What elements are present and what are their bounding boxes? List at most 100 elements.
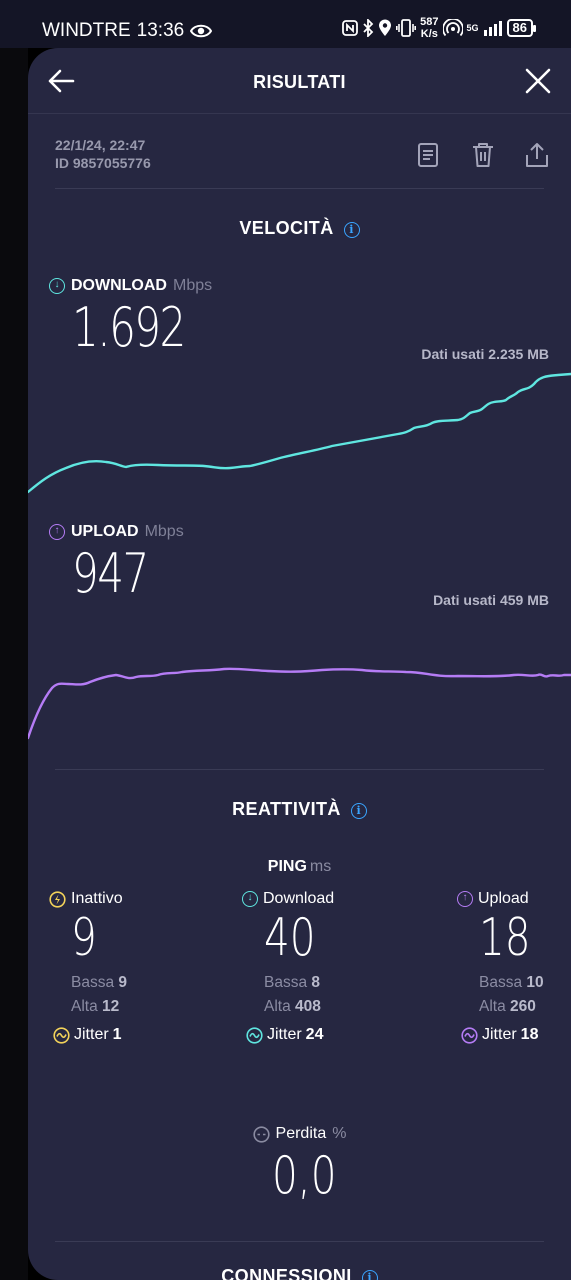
download-series-line (28, 372, 571, 494)
download-speed-value: 1.692 (72, 296, 186, 359)
upload-arrow-icon: ↑ (457, 891, 473, 907)
trash-icon (473, 143, 493, 167)
ping-download-value: 40 (264, 908, 316, 968)
responsiveness-section-title: REATTIVITÀ i (28, 799, 571, 820)
low-value: 8 (311, 974, 321, 991)
ping-idle-jitter: Jitter 1 (53, 1026, 127, 1044)
network-speed-unit: K/s (420, 28, 438, 40)
download-data-used: Dati usati 2.235 MB (421, 346, 549, 362)
location-icon (379, 19, 392, 36)
jitter-label: Jitter (482, 1026, 517, 1043)
jitter-icon (246, 1026, 263, 1044)
share-button[interactable] (524, 141, 550, 169)
ping-upload-header: ↑ Upload (457, 890, 545, 908)
ping-label-text: PING (267, 858, 307, 875)
network-speed: 587 K/s (420, 16, 438, 40)
test-id: ID 9857055776 (55, 155, 151, 171)
low-value: 9 (118, 974, 128, 991)
download-arrow-icon: ↓ (242, 891, 258, 907)
background-edge (0, 48, 28, 1280)
high-value: 408 (295, 998, 321, 1015)
ping-upload-high: Alta 260 (479, 998, 545, 1016)
ping-idle-label: Inattivo (71, 890, 123, 907)
divider (55, 1241, 544, 1242)
document-icon (418, 143, 438, 167)
high-value: 12 (102, 998, 120, 1015)
download-chart (28, 372, 571, 494)
ping-download-low: Bassa 8 (264, 974, 334, 992)
responsiveness-title-text: REATTIVITÀ (232, 799, 341, 819)
delete-button[interactable] (470, 141, 496, 169)
jitter-icon (461, 1026, 478, 1044)
upload-chart (28, 667, 571, 740)
speed-title-text: VELOCITÀ (239, 218, 334, 238)
download-label: ↓ DOWNLOAD Mbps (49, 277, 212, 295)
top-bar: RISULTATI (28, 48, 571, 114)
test-date: 22/1/24, 22:47 (55, 137, 146, 153)
packet-loss-label: Perdita (275, 1125, 327, 1142)
close-button[interactable] (525, 68, 551, 94)
speed-section-title: VELOCITÀ i (28, 218, 571, 239)
ping-unit: ms (309, 858, 332, 875)
ping-download-high: Alta 408 (264, 998, 334, 1016)
high-label: Alta (479, 998, 506, 1015)
download-arrow-icon: ↓ (49, 278, 65, 294)
page-title: RISULTATI (253, 72, 346, 92)
ping-download-jitter: Jitter 24 (246, 1026, 334, 1044)
upload-label: ↑ UPLOAD Mbps (49, 523, 184, 541)
arrow-left-icon (48, 69, 75, 93)
ping-idle-header: Inattivo (49, 890, 127, 908)
ping-idle-low: Bassa 9 (71, 974, 127, 992)
jitter-value: 24 (305, 1026, 324, 1043)
high-label: Alta (71, 998, 98, 1015)
packet-loss-icon (252, 1125, 270, 1143)
upload-speed-value: 947 (72, 542, 149, 605)
high-label: Alta (264, 998, 291, 1015)
info-icon[interactable]: i (350, 803, 367, 819)
upload-unit: Mbps (144, 523, 184, 540)
download-unit: Mbps (172, 277, 213, 294)
status-bar: WINDTRE 13:36 587 K/s 5G 86 (0, 0, 571, 48)
upload-data-used: Dati usati 459 MB (433, 592, 549, 608)
info-icon[interactable]: i (361, 1270, 378, 1280)
low-value: 10 (526, 974, 544, 991)
low-label: Bassa (71, 974, 115, 991)
report-button[interactable] (416, 141, 442, 169)
packet-loss-unit: % (332, 1125, 347, 1142)
carrier-name: WINDTRE (42, 20, 131, 41)
info-icon[interactable]: i (343, 222, 360, 238)
eye-icon (190, 24, 213, 38)
ping-upload-value: 18 (479, 908, 531, 968)
low-label: Bassa (479, 974, 523, 991)
ping-download-label: Download (263, 890, 335, 907)
nfc-icon (342, 20, 359, 36)
share-icon (526, 143, 548, 167)
connections-section-title: CONNESSIONI i (28, 1266, 571, 1280)
ping-idle-high: Alta 12 (71, 998, 127, 1016)
ping-upload-column: ↑ Upload 18 Bassa 10 Alta 260 Jitter 18 (457, 890, 545, 1044)
status-bar-left: WINDTRE 13:36 (42, 20, 213, 42)
vibrate-icon (396, 19, 417, 37)
upload-arrow-icon: ↑ (49, 524, 65, 540)
close-icon (525, 68, 551, 94)
network-type: 5G (466, 22, 479, 33)
bluetooth-icon (363, 19, 374, 37)
clock: 13:36 (136, 20, 185, 41)
ping-upload-jitter: Jitter 18 (461, 1026, 545, 1044)
divider (55, 188, 544, 189)
ping-download-column: ↓ Download 40 Bassa 8 Alta 408 Jitter 24 (242, 890, 334, 1044)
connections-title-text: CONNESSIONI (221, 1266, 352, 1280)
ping-label: PING ms (28, 858, 571, 876)
jitter-label: Jitter (267, 1026, 302, 1043)
status-bar-right: 587 K/s 5G 86 (342, 16, 537, 40)
idle-bolt-icon (49, 890, 66, 908)
low-label: Bassa (264, 974, 308, 991)
jitter-value: 1 (112, 1026, 122, 1043)
jitter-label: Jitter (74, 1026, 109, 1043)
upload-series-line (28, 667, 571, 740)
signal-icon (483, 21, 502, 36)
battery-indicator: 86 (506, 19, 537, 37)
back-button[interactable] (46, 66, 76, 96)
jitter-value: 18 (520, 1026, 539, 1043)
jitter-icon (53, 1026, 70, 1044)
